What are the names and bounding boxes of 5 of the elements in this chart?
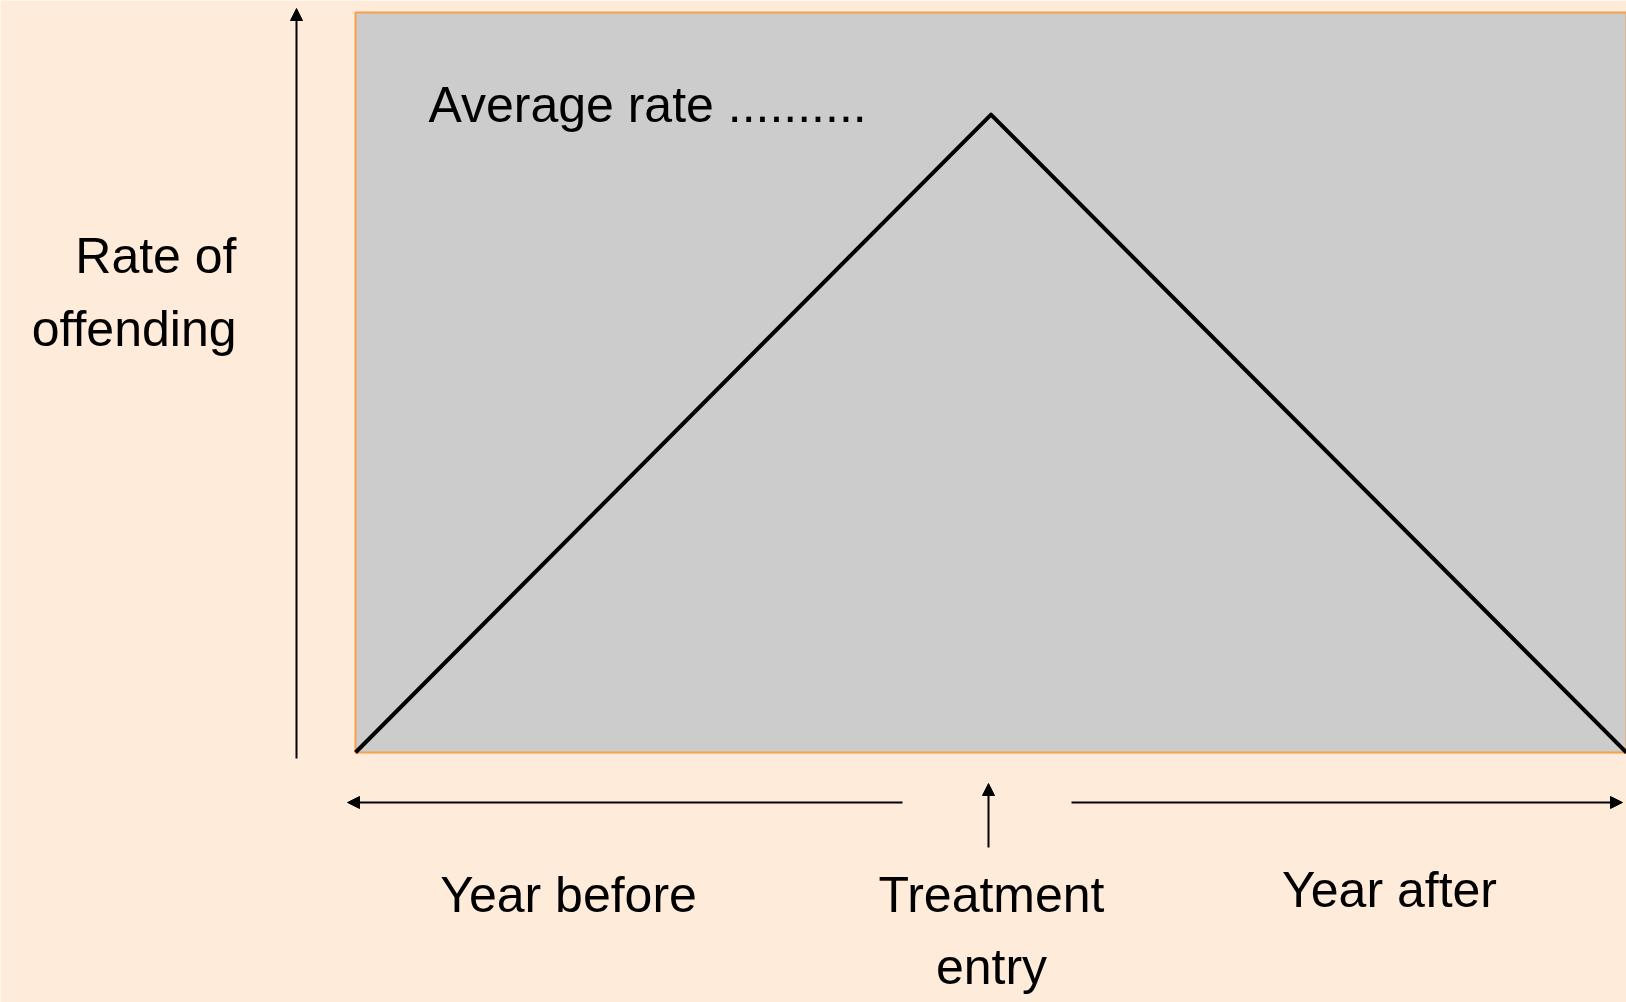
text: Year before	[440, 866, 697, 923]
annotation: Average rate ..........	[428, 76, 867, 133]
text: Treatment entry	[878, 866, 1105, 995]
y-axis-title: Rate of offending	[31, 227, 237, 357]
text: Year after	[1282, 861, 1497, 918]
